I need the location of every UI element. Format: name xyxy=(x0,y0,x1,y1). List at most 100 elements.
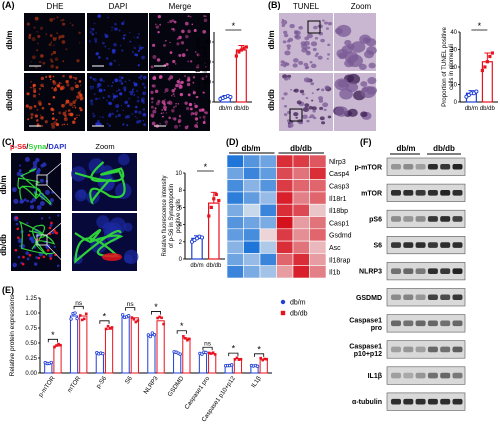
data-point xyxy=(134,320,138,324)
data-point xyxy=(255,364,260,368)
data-point xyxy=(178,352,182,356)
data-point xyxy=(214,192,218,197)
data-point xyxy=(184,337,187,340)
blot-band xyxy=(415,163,426,170)
sig-label: * xyxy=(257,344,261,354)
x-tick-label: db/db xyxy=(234,106,250,112)
sig-star: * xyxy=(232,21,236,31)
blot-band xyxy=(440,163,451,170)
data-point xyxy=(242,46,246,50)
blot-band xyxy=(427,398,438,405)
y-tick-label: 0 xyxy=(208,100,212,106)
data-point xyxy=(207,214,211,218)
title-syna: Syna xyxy=(28,142,47,151)
sig-bracket xyxy=(176,330,187,334)
y-tick-label: 0.25 xyxy=(25,356,37,362)
y-tick-label: 40 xyxy=(204,60,211,66)
sig-label: * xyxy=(103,311,107,321)
blot-band xyxy=(427,320,438,327)
micrograph-tile xyxy=(87,13,148,71)
micrograph-tile xyxy=(149,13,210,71)
data-point xyxy=(182,335,185,338)
data-point xyxy=(126,314,131,318)
sig-bracket xyxy=(99,320,110,324)
data-point xyxy=(148,334,153,339)
blot-band xyxy=(415,320,426,327)
gene-label: Il1b xyxy=(329,270,340,277)
data-point xyxy=(474,89,479,94)
col-label-zoom: Zoom xyxy=(351,2,372,11)
bar-db-db xyxy=(182,337,191,374)
blot-band xyxy=(440,216,451,222)
col-label-merge: Merge xyxy=(169,2,192,11)
legend-marker-dbdb xyxy=(280,310,286,316)
bar-db-db xyxy=(53,345,62,374)
blot-band xyxy=(427,190,438,196)
micrograph-tile xyxy=(87,73,148,131)
panel-label-b: (B) xyxy=(268,0,281,10)
data-point xyxy=(78,314,82,317)
blot-band xyxy=(427,346,438,353)
blot-band xyxy=(440,242,451,248)
data-point xyxy=(237,50,241,54)
tunel-tile xyxy=(333,73,378,131)
data-point xyxy=(80,318,84,322)
data-point xyxy=(211,351,215,355)
panel-b-figure: TUNEL Zoom db/m db/db xyxy=(268,2,378,131)
y-axis-label-c: Relative fluorescence intensityof p-S6 i… xyxy=(162,175,182,256)
bar-db-m xyxy=(69,315,79,374)
x-tick-label: db/m xyxy=(190,263,203,269)
data-point xyxy=(485,60,489,64)
data-point xyxy=(233,358,237,361)
data-point xyxy=(490,51,494,55)
blot-band xyxy=(452,242,463,248)
row-label-dbdb: db/db xyxy=(5,89,14,111)
x-tick-label: IL1β xyxy=(250,375,263,389)
zoom-box xyxy=(307,20,321,34)
blot-band xyxy=(391,372,401,379)
tunel-tile xyxy=(279,73,333,131)
blot-band xyxy=(391,242,401,248)
data-point xyxy=(186,338,189,342)
blot-row: NLRP3 xyxy=(359,262,466,281)
bar-db-m xyxy=(121,316,130,374)
sig-bracket xyxy=(73,305,84,310)
blot-row: IL1β xyxy=(368,366,466,385)
data-point xyxy=(483,65,487,69)
micrograph-tile xyxy=(149,73,210,131)
blot-band xyxy=(427,242,438,248)
data-point xyxy=(59,343,62,347)
data-point xyxy=(152,333,157,337)
blot-band xyxy=(440,398,451,405)
sig-star: * xyxy=(204,162,208,172)
data-point xyxy=(234,54,238,58)
zoom-box xyxy=(289,108,303,122)
y-tick-label: 20 xyxy=(450,65,457,71)
col-label-zoom-c: Zoom xyxy=(95,142,114,151)
x-tick-label: db/db xyxy=(480,106,496,112)
data-point xyxy=(104,327,108,331)
sig-bracket xyxy=(202,346,213,351)
data-point xyxy=(49,360,53,365)
micrograph-tile xyxy=(24,73,85,131)
data-point xyxy=(217,198,221,203)
sig-bracket xyxy=(228,352,239,357)
x-tick-label: db/m xyxy=(219,106,232,112)
row-label-dbm: db/m xyxy=(5,30,14,49)
data-point xyxy=(259,356,263,360)
data-point xyxy=(213,353,217,356)
blot-band xyxy=(452,346,463,353)
y-tick-label: 10 xyxy=(450,83,457,89)
blot-band xyxy=(415,268,426,274)
blot-label: mTOR xyxy=(361,190,382,197)
data-point xyxy=(239,48,243,52)
blot-band xyxy=(403,346,414,353)
data-point xyxy=(209,352,213,355)
blot-band xyxy=(403,398,414,405)
blot-row: GSDMD xyxy=(356,288,466,307)
blot-band xyxy=(415,398,426,405)
blot-band xyxy=(403,372,414,379)
blot-band xyxy=(427,268,438,274)
blot-band xyxy=(391,216,401,222)
y-tick-label: 0 xyxy=(179,257,183,263)
